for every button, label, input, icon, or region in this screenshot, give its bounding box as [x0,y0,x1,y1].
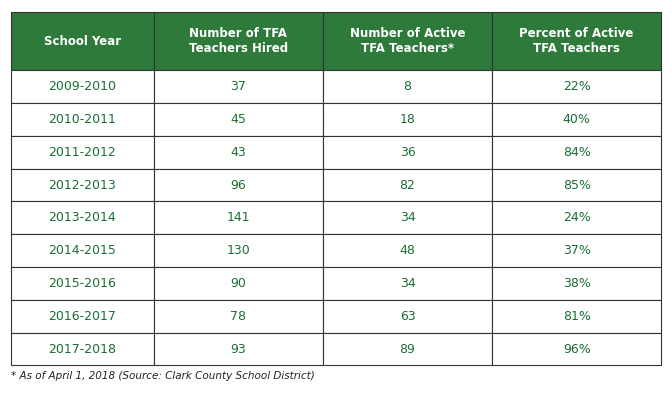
Text: * As of April 1, 2018 (Source: Clark County School District): * As of April 1, 2018 (Source: Clark Cou… [11,371,314,381]
